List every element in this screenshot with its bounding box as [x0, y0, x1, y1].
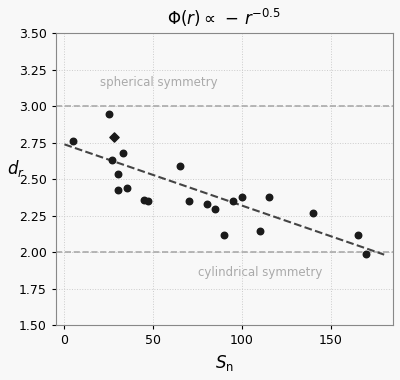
Point — [145, 198, 151, 204]
Point — [124, 185, 130, 191]
Point — [109, 157, 116, 163]
Text: cylindrical symmetry: cylindrical symmetry — [198, 266, 322, 279]
Point — [257, 228, 263, 234]
Point — [266, 194, 272, 200]
Point — [230, 198, 236, 204]
Text: spherical symmetry: spherical symmetry — [100, 76, 218, 89]
Point — [106, 111, 112, 117]
Point — [221, 232, 228, 238]
Point — [120, 150, 126, 156]
Point — [363, 251, 370, 257]
Point — [114, 171, 121, 177]
Point — [239, 194, 245, 200]
Point — [111, 134, 118, 140]
Point — [354, 232, 361, 238]
Point — [114, 187, 121, 193]
Y-axis label: $d_r$: $d_r$ — [7, 158, 25, 179]
Point — [186, 198, 192, 204]
Title: $\Phi(r) \propto\, -\, r^{-0.5}$: $\Phi(r) \propto\, -\, r^{-0.5}$ — [167, 7, 281, 29]
Point — [141, 197, 148, 203]
Point — [310, 210, 316, 216]
X-axis label: $S_\mathrm{n}$: $S_\mathrm{n}$ — [215, 353, 234, 373]
Point — [177, 163, 183, 169]
Point — [212, 206, 219, 212]
Point — [203, 201, 210, 207]
Point — [70, 138, 76, 144]
